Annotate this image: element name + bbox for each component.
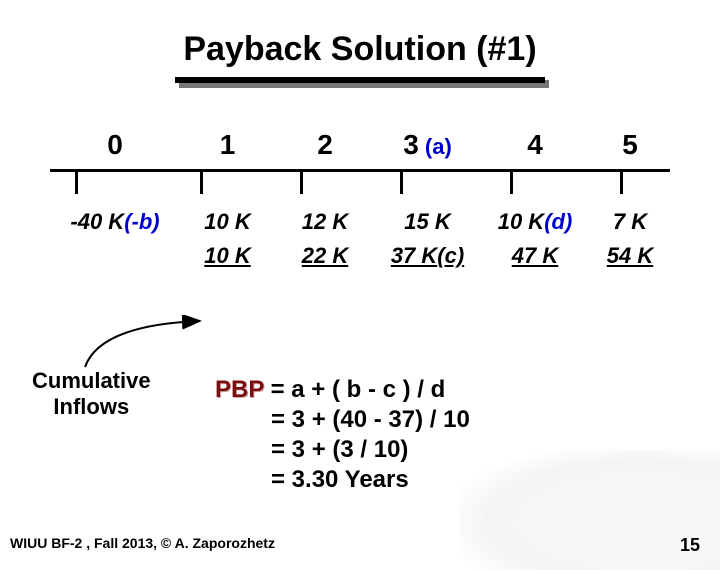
cumulative-text-1: 10 K [204, 243, 250, 268]
cumulative-1: 10 K [180, 243, 275, 269]
cumulative-4: 47 K [480, 243, 590, 269]
period-3: 3 (a) [375, 129, 480, 161]
inflow-text-2: 12 K [302, 209, 348, 234]
formula-line-1: = 3 + (40 - 37) / 10 [271, 405, 470, 435]
formula-block: PBP = a + ( b - c ) / d = 3 + (40 - 37) … [215, 375, 470, 495]
inflow-annot-0: (-b) [124, 209, 159, 234]
cumulative-text-3: 37 K [391, 243, 437, 268]
formula-line-0: PBP = a + ( b - c ) / d [215, 375, 470, 405]
cumulative-label-line1: Cumulative [32, 368, 151, 394]
period-5: 5 [590, 129, 670, 161]
formula-eq-0: = a + ( b - c ) / d [264, 376, 445, 403]
cumulative-0 [50, 243, 180, 269]
tick-2 [300, 172, 303, 194]
cumulative-row: 10 K 22 K 37 K(c) 47 K 54 K [50, 243, 670, 269]
period-label-1: 1 [220, 129, 236, 160]
pbp-label: PBP [215, 376, 264, 403]
cumulative-2: 22 K [275, 243, 375, 269]
cumulative-text-4: 47 K [512, 243, 558, 268]
title-block: Payback Solution (#1) [0, 30, 720, 69]
tick-4 [510, 172, 513, 194]
period-label-3: 3 [403, 129, 419, 160]
title-underline-bar [175, 77, 545, 83]
inflow-5: 7 K [590, 209, 670, 235]
tick-0 [75, 172, 78, 194]
cumulative-text-5: 54 K [607, 243, 653, 268]
inflow-text-0: -40 K [70, 209, 124, 234]
cumulative-3: 37 K(c) [375, 243, 480, 269]
period-label-4: 4 [527, 129, 543, 160]
period-label-5: 5 [622, 129, 638, 160]
inflow-text-4: 10 K [498, 209, 544, 234]
cumulative-text-2: 22 K [302, 243, 348, 268]
inflow-3: 15 K [375, 209, 480, 235]
inflow-4: 10 K(d) [480, 209, 590, 235]
formula-line-3: = 3.30 Years [271, 465, 470, 495]
period-label-0: 0 [107, 129, 123, 160]
period-4: 4 [480, 129, 590, 161]
cumulative-annot-3: (c) [437, 243, 464, 268]
tick-axis [50, 169, 670, 201]
period-annot-3: (a) [419, 134, 452, 159]
period-row: 0 1 2 3 (a) 4 5 [50, 129, 670, 161]
arrow-to-cumulative [80, 315, 210, 370]
inflow-text-5: 7 K [613, 209, 647, 234]
inflow-2: 12 K [275, 209, 375, 235]
inflow-annot-4: (d) [544, 209, 572, 234]
period-1: 1 [180, 129, 275, 161]
tick-3 [400, 172, 403, 194]
tick-1 [200, 172, 203, 194]
page-title: Payback Solution (#1) [183, 30, 536, 69]
tick-5 [620, 172, 623, 194]
formula-line-2: = 3 + (3 / 10) [271, 435, 470, 465]
cumulative-label-line2: Inflows [32, 394, 151, 420]
footer-text: WIUU BF-2 , Fall 2013, © A. Zaporozhetz [10, 535, 275, 551]
period-2: 2 [275, 129, 375, 161]
inflow-text-1: 10 K [204, 209, 250, 234]
cumulative-5: 54 K [590, 243, 670, 269]
inflow-text-3: 15 K [404, 209, 450, 234]
cumulative-label: Cumulative Inflows [32, 368, 151, 420]
inflow-row: -40 K(-b)10 K12 K15 K10 K(d)7 K [50, 209, 670, 235]
inflow-1: 10 K [180, 209, 275, 235]
inflow-0: -40 K(-b) [50, 209, 180, 235]
period-0: 0 [50, 129, 180, 161]
timeline: 0123 (a)45 -40 K(-b)10 K12 K15 K10 K(d)7… [50, 129, 670, 269]
period-label-2: 2 [317, 129, 333, 160]
slide-number: 15 [680, 535, 700, 556]
